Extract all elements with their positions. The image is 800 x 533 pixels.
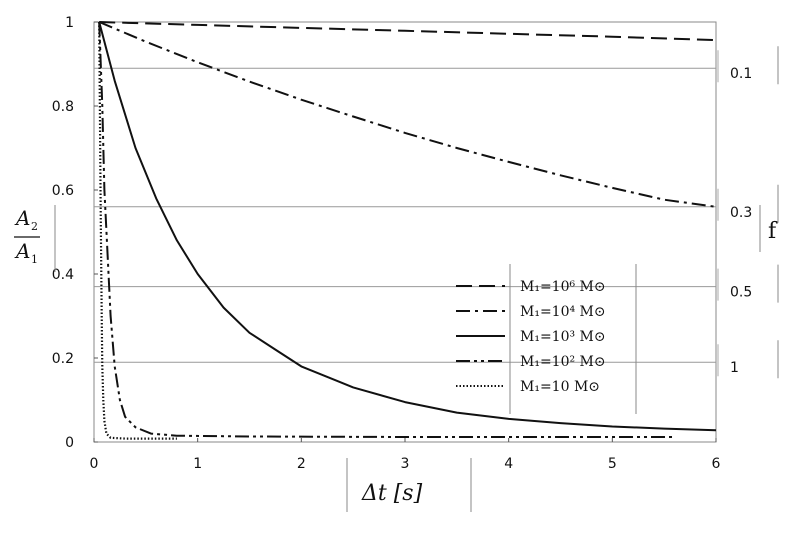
x-tick-label: 1	[193, 456, 202, 472]
series-line	[98, 21, 717, 208]
plot-frame	[93, 21, 717, 443]
legend-label: M₁=10⁴ M⊙	[520, 304, 606, 320]
series-line	[98, 21, 177, 440]
series-lines	[98, 21, 717, 440]
x-axis-label-group: Δt [s]	[346, 458, 472, 512]
series-line	[98, 21, 717, 432]
f-level-label: 0.3	[730, 205, 752, 221]
legend-items: M₁=10⁶ M⊙ M₁=10⁴ M⊙ M₁=10³ M⊙ M₁=10² M⊙ M₁=1…	[456, 279, 606, 395]
x-tick-label: 0	[90, 456, 99, 472]
f-reference-lines: 0.1 0.3 0.5 1	[94, 46, 779, 379]
f-level-label: 0.5	[730, 285, 752, 301]
y-tick-label: 0.6	[52, 183, 74, 199]
y-axis-label-group: A 2 A 1	[14, 205, 56, 272]
series-line	[99, 21, 717, 42]
series-line	[98, 21, 675, 438]
plot-area-border	[93, 21, 717, 443]
legend: M₁=10⁶ M⊙ M₁=10⁴ M⊙ M₁=10³ M⊙ M₁=10² M⊙ M₁=1…	[456, 264, 637, 414]
y-tick-label: 0.2	[52, 351, 74, 367]
y-label-denominator-sub: 1	[31, 253, 38, 266]
right-axis-label-group: f	[759, 205, 778, 252]
y-tick-label: 0.4	[52, 267, 74, 283]
legend-label: M₁=10 M⊙	[520, 379, 600, 395]
y-label-numerator: A	[14, 206, 30, 230]
legend-label: M₁=10² M⊙	[520, 354, 606, 370]
x-axis-ticks: 0 1 2 3 4 5 6	[90, 438, 721, 472]
x-axis-label: Δt [s]	[361, 481, 423, 506]
legend-label: M₁=10³ M⊙	[520, 329, 606, 345]
y-tick-label: 1	[65, 15, 74, 31]
legend-label: M₁=10⁶ M⊙	[520, 279, 606, 295]
x-tick-label: 5	[608, 456, 617, 472]
y-tick-label: 0	[65, 435, 74, 451]
x-tick-label: 6	[712, 456, 721, 472]
right-axis-label: f	[768, 219, 778, 244]
y-label-denominator: A	[14, 239, 30, 263]
f-level-label: 0.1	[730, 66, 752, 82]
f-level-label: 1	[730, 360, 739, 376]
x-tick-label: 2	[297, 456, 306, 472]
y-tick-label: 0.8	[52, 99, 74, 115]
y-label-numerator-sub: 2	[31, 220, 38, 233]
y-axis-ticks: 0 0.2 0.4 0.6 0.8 1	[52, 15, 98, 451]
x-tick-label: 3	[401, 456, 410, 472]
x-tick-label: 4	[504, 456, 513, 472]
